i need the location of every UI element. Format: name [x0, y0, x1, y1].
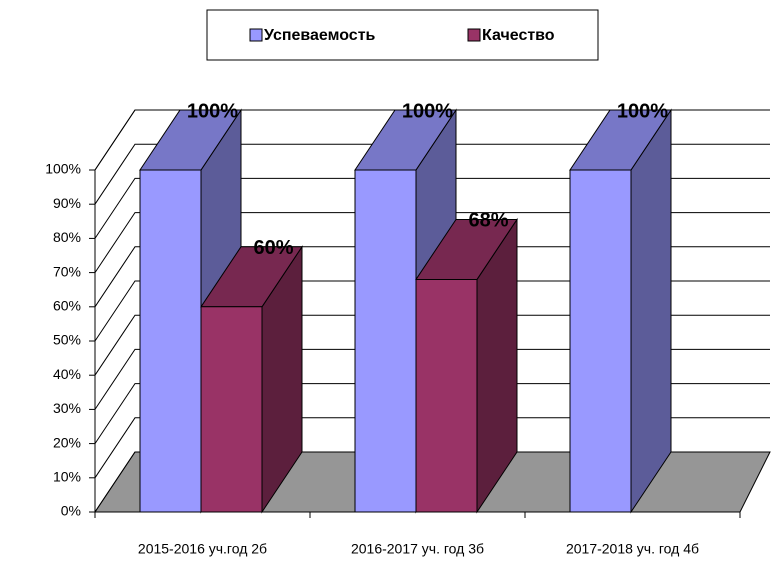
- bar-face: [415, 278, 478, 513]
- grid-line: [94, 280, 770, 342]
- y-tick-label: 30%: [53, 400, 81, 416]
- x-tick-label: 2015-2016 уч.год 2б: [138, 541, 267, 557]
- y-tick-label: 70%: [53, 263, 81, 279]
- y-tick-label: 40%: [53, 366, 81, 382]
- bar-face: [139, 169, 202, 513]
- bar-face: [200, 306, 263, 513]
- grid-line: [94, 348, 770, 410]
- y-tick-label: 10%: [53, 469, 81, 485]
- grid-line: [94, 451, 770, 513]
- x-tick-label: 2016-2017 уч. год 3б: [351, 541, 484, 557]
- data-label: 68%: [468, 210, 508, 232]
- y-tick-label: 80%: [53, 229, 81, 245]
- y-tick-label: 50%: [53, 332, 81, 348]
- legend-box: [206, 9, 599, 61]
- x-tick-label: 2017-2018 уч. год 4б: [566, 541, 699, 557]
- grid-line: [94, 109, 770, 171]
- bar-face: [569, 169, 632, 513]
- bar-face: [630, 108, 672, 514]
- y-tick-label: 100%: [45, 161, 81, 177]
- grid-line: [94, 143, 770, 205]
- y-tick-label: 60%: [53, 298, 81, 314]
- bar: [569, 108, 672, 514]
- data-label: 100%: [402, 100, 453, 122]
- grid-line: [94, 246, 770, 308]
- data-label: 60%: [253, 237, 293, 259]
- bar-face: [354, 169, 417, 513]
- bar: [200, 245, 303, 514]
- legend-swatch: [249, 28, 263, 42]
- data-label: 100%: [187, 100, 238, 122]
- grid-line: [94, 383, 770, 444]
- grid-line: [94, 314, 770, 376]
- bar: [415, 217, 518, 514]
- grid-line: [94, 177, 770, 239]
- y-tick-label: 20%: [53, 434, 81, 450]
- legend-label: Успеваемость: [264, 27, 376, 44]
- grid-line: [94, 212, 770, 273]
- grid-line: [94, 417, 770, 479]
- data-label: 100%: [617, 100, 668, 122]
- legend-swatch: [467, 28, 481, 42]
- legend-label: Качество: [482, 27, 555, 44]
- y-tick-label: 90%: [53, 195, 81, 211]
- y-tick-label: 0%: [61, 503, 81, 519]
